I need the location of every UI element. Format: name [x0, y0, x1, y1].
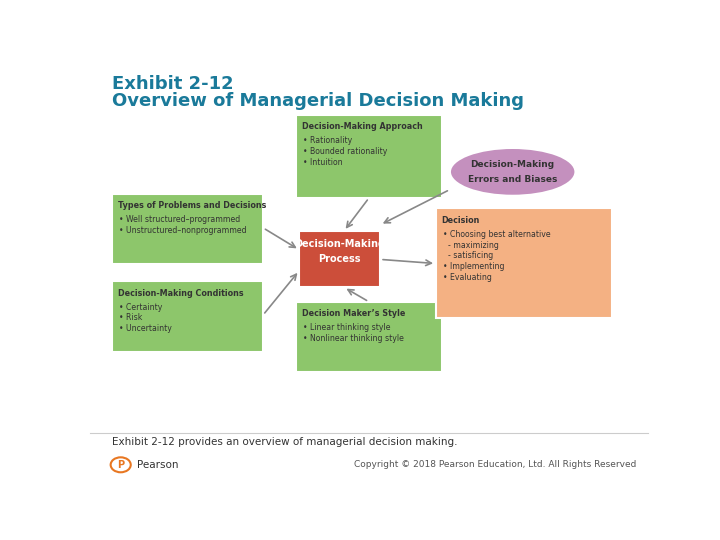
- Text: Decision-Making Conditions: Decision-Making Conditions: [118, 288, 243, 298]
- Text: Overview of Managerial Decision Making: Overview of Managerial Decision Making: [112, 92, 524, 110]
- Text: P: P: [117, 460, 125, 470]
- Text: • Intuition: • Intuition: [303, 158, 343, 167]
- Text: • Well structured–programmed: • Well structured–programmed: [119, 215, 240, 224]
- Text: • Rationality: • Rationality: [303, 136, 352, 145]
- Text: Errors and Biases: Errors and Biases: [468, 175, 557, 184]
- Circle shape: [111, 457, 131, 472]
- Text: - satisficing: - satisficing: [443, 252, 493, 260]
- Text: Copyright © 2018 Pearson Education, Ltd. All Rights Reserved: Copyright © 2018 Pearson Education, Ltd.…: [354, 460, 637, 469]
- Text: • Evaluating: • Evaluating: [443, 273, 492, 282]
- Text: • Uncertainty: • Uncertainty: [119, 324, 172, 333]
- Text: Decision-Making: Decision-Making: [471, 160, 554, 169]
- Text: • Nonlinear thinking style: • Nonlinear thinking style: [303, 334, 404, 343]
- FancyBboxPatch shape: [112, 281, 263, 352]
- FancyBboxPatch shape: [297, 114, 441, 198]
- Text: Decision: Decision: [441, 216, 480, 225]
- Text: • Linear thinking style: • Linear thinking style: [303, 323, 391, 333]
- Text: Types of Problems and Decisions: Types of Problems and Decisions: [118, 201, 266, 210]
- Text: Exhibit 2-12: Exhibit 2-12: [112, 75, 234, 93]
- Text: - maximizing: - maximizing: [443, 241, 498, 249]
- Text: • Certainty: • Certainty: [119, 302, 163, 312]
- Text: Decision-Making Approach: Decision-Making Approach: [302, 122, 423, 131]
- FancyBboxPatch shape: [300, 231, 380, 287]
- Text: Decision-Making: Decision-Making: [294, 239, 385, 248]
- Ellipse shape: [450, 148, 575, 196]
- Text: Exhibit 2-12 provides an overview of managerial decision making.: Exhibit 2-12 provides an overview of man…: [112, 437, 458, 447]
- Text: • Unstructured–nonprogrammed: • Unstructured–nonprogrammed: [119, 226, 247, 235]
- Text: • Implementing: • Implementing: [443, 262, 504, 271]
- Text: • Bounded rationality: • Bounded rationality: [303, 147, 387, 156]
- FancyBboxPatch shape: [297, 302, 441, 373]
- Text: Pearson: Pearson: [138, 460, 179, 470]
- Text: • Choosing best alternative: • Choosing best alternative: [443, 230, 550, 239]
- Text: • Risk: • Risk: [119, 313, 143, 322]
- FancyBboxPatch shape: [436, 208, 612, 319]
- Text: Process: Process: [318, 254, 361, 265]
- FancyBboxPatch shape: [112, 194, 263, 265]
- Text: Decision Maker’s Style: Decision Maker’s Style: [302, 309, 405, 318]
